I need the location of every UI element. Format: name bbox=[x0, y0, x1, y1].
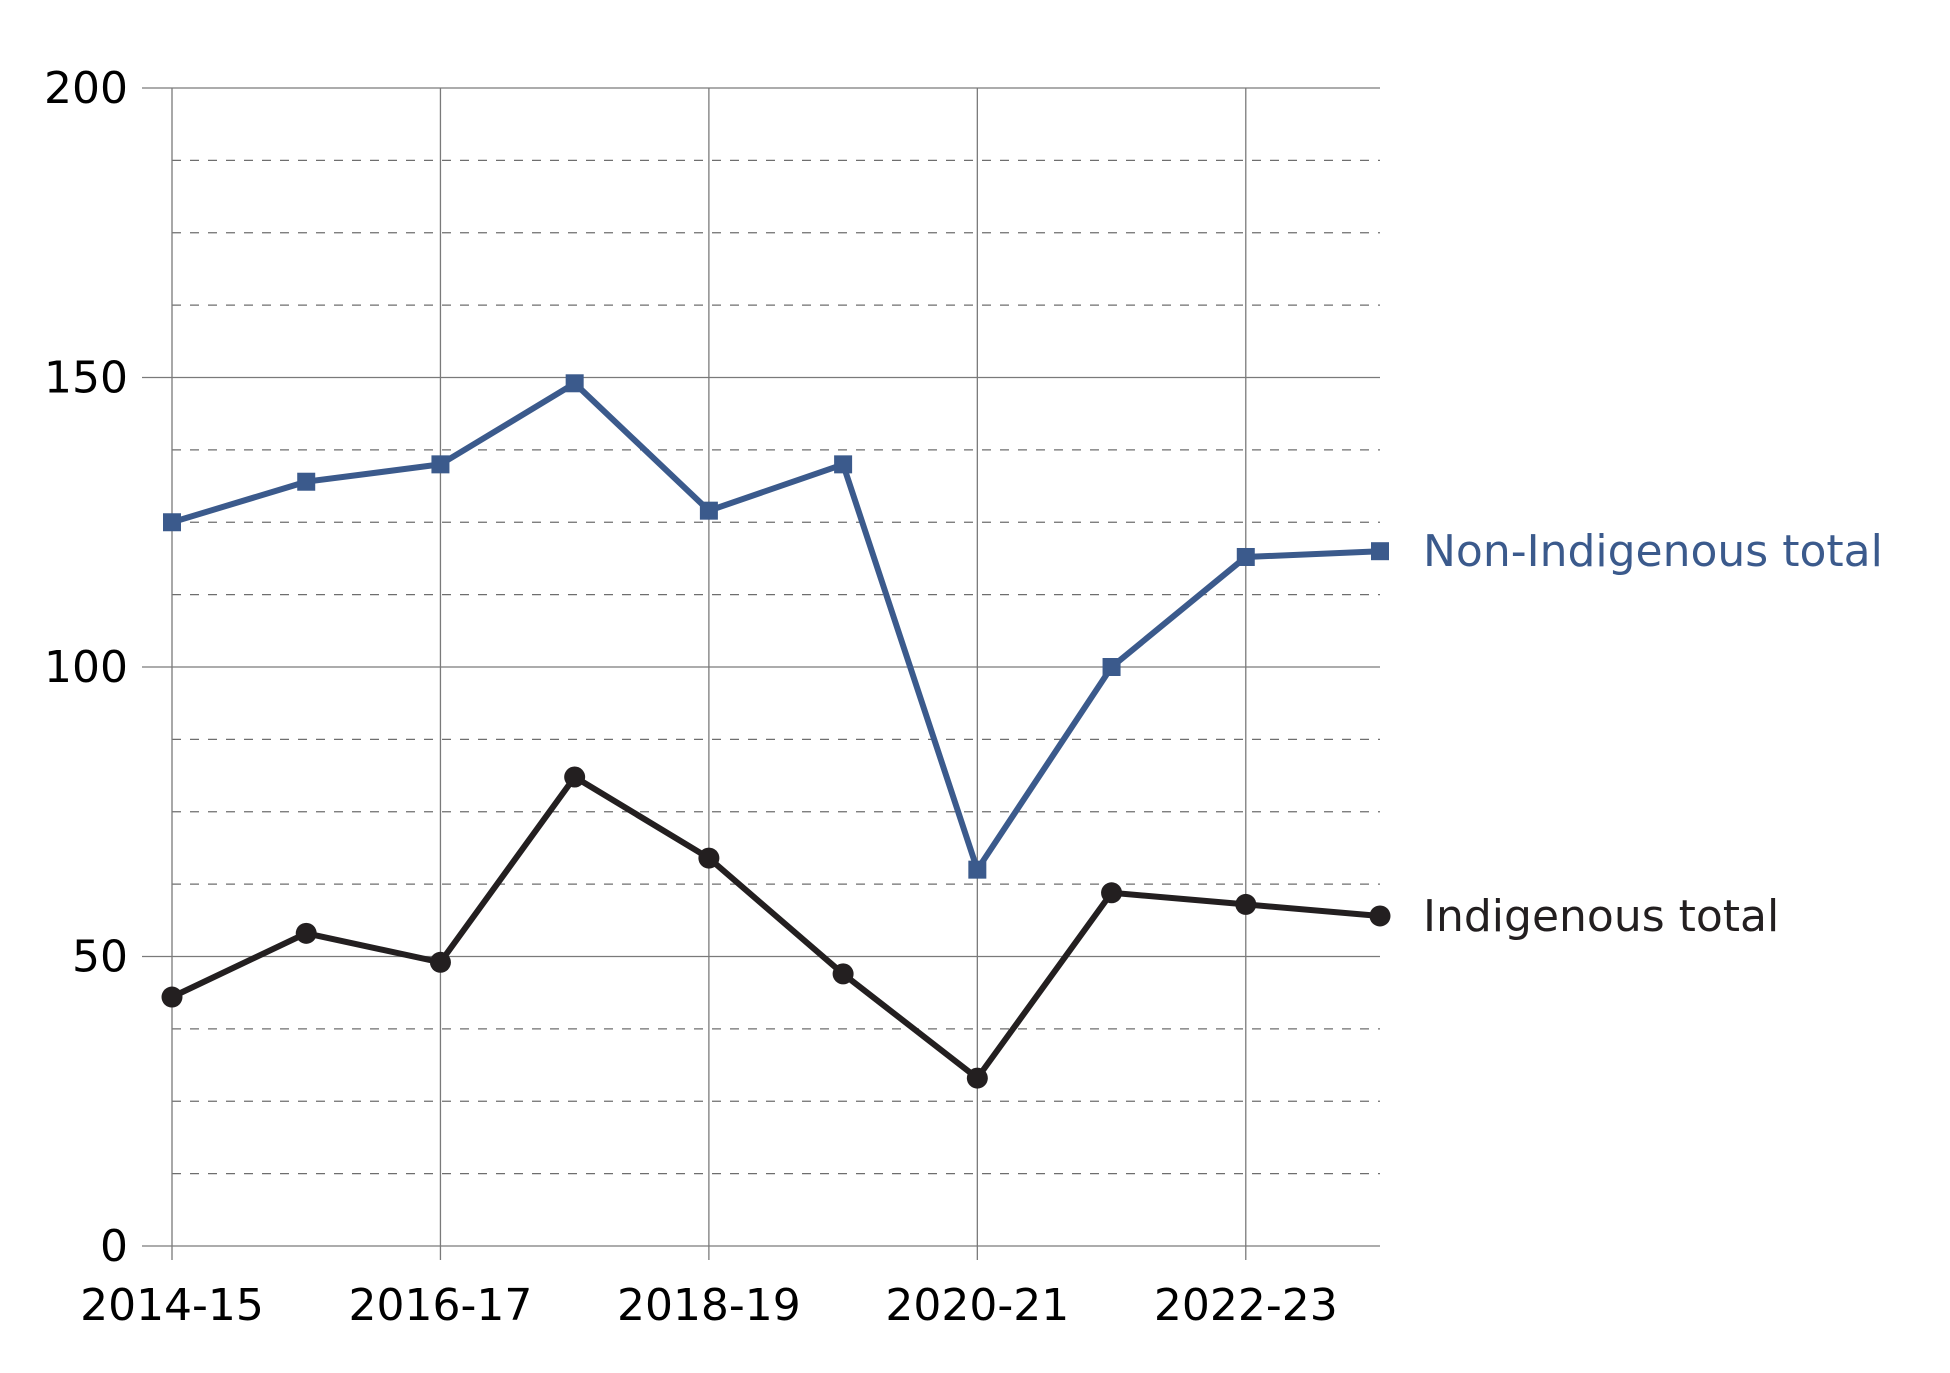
y-tick-label: 50 bbox=[72, 932, 128, 983]
data-point bbox=[698, 847, 720, 869]
gridlines bbox=[142, 87, 1380, 1260]
y-tick-label: 200 bbox=[44, 63, 128, 114]
data-point bbox=[161, 986, 183, 1008]
axes: 0 50 100 150 200 2014-15 2016-17 2018-19 2020-21… bbox=[44, 63, 1338, 1331]
data-point bbox=[1236, 547, 1255, 566]
data-point bbox=[1235, 893, 1257, 915]
series-label: Indigenous total bbox=[1423, 891, 1779, 942]
x-tick-label: 2018-19 bbox=[617, 1280, 801, 1331]
data-point bbox=[431, 455, 450, 474]
x-tick-label: 2014-15 bbox=[80, 1280, 264, 1331]
y-tick-label: 0 bbox=[100, 1221, 128, 1272]
data-point bbox=[968, 860, 987, 879]
data-point bbox=[834, 455, 853, 474]
data-point bbox=[1102, 658, 1121, 676]
series-line bbox=[171, 379, 1381, 877]
data-point bbox=[297, 472, 316, 491]
data-point bbox=[832, 963, 854, 985]
series-line bbox=[170, 773, 1381, 1083]
data-point bbox=[1101, 882, 1123, 904]
series-group bbox=[161, 374, 1391, 1089]
data-point bbox=[564, 766, 586, 788]
data-point bbox=[163, 513, 181, 532]
data-point bbox=[295, 922, 317, 944]
data-point bbox=[429, 951, 451, 973]
data-point bbox=[966, 1067, 988, 1089]
x-tick-label: 2016-17 bbox=[349, 1280, 533, 1331]
y-tick-label: 150 bbox=[44, 353, 128, 404]
data-point bbox=[699, 501, 718, 520]
data-point bbox=[565, 374, 584, 393]
series-labels: Non-Indigenous total Indigenous total bbox=[1423, 526, 1883, 942]
data-point bbox=[1369, 905, 1391, 927]
x-tick-label: 2020-21 bbox=[885, 1280, 1069, 1331]
x-tick-label: 2022-23 bbox=[1154, 1280, 1338, 1331]
series-label: Non-Indigenous total bbox=[1423, 526, 1883, 577]
y-tick-label: 100 bbox=[44, 642, 128, 693]
data-point bbox=[1371, 542, 1389, 561]
